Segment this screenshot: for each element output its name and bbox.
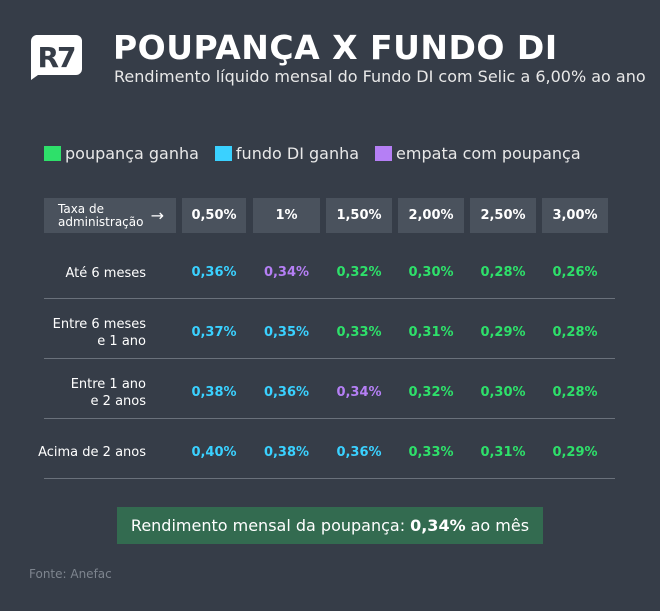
column-header: 1% <box>253 198 320 233</box>
legend-item: empata com poupança <box>375 144 581 163</box>
table-cell: 0,36% <box>263 385 310 400</box>
table-cell: 0,38% <box>263 445 310 460</box>
table-cell: 0,29% <box>552 445 598 460</box>
table-cell: 0,30% <box>480 385 526 400</box>
table-cell: 0,32% <box>336 265 382 280</box>
svg-text:R7: R7 <box>37 41 75 74</box>
row-divider <box>44 358 615 359</box>
arrow-right-icon: → <box>150 206 164 225</box>
legend-item: fundo DI ganha <box>214 144 359 163</box>
table-cell: 0,31% <box>480 445 526 460</box>
table-cell: 0,31% <box>408 325 454 340</box>
table-cell: 0,30% <box>408 265 454 280</box>
row-divider <box>44 418 615 419</box>
swatch-poupanca <box>44 146 61 161</box>
table-cell: 0,28% <box>552 385 598 400</box>
table-cell: 0,26% <box>552 265 598 280</box>
table-cell: 0,40% <box>191 445 237 460</box>
legend: poupança ganha fundo DI ganha empata com… <box>44 144 581 163</box>
row-label: Até 6 meses <box>65 266 146 281</box>
table-cell: 0,33% <box>336 325 382 340</box>
row-divider <box>44 478 615 479</box>
row-label: Acima de 2 anos <box>38 445 146 460</box>
table-cell: 0,29% <box>480 325 526 340</box>
swatch-fundo <box>214 146 232 161</box>
table-cell: 0,36% <box>336 445 382 460</box>
table-cell: 0,32% <box>408 385 454 400</box>
table-cell: 0,34% <box>263 265 310 280</box>
column-header: 2,00% <box>398 198 464 233</box>
row-label: Entre 1 ano e 2 anos <box>70 377 146 409</box>
subtitle: Rendimento líquido mensal do Fundo DI co… <box>114 67 646 86</box>
table-cell: 0,33% <box>408 445 454 460</box>
swatch-empata <box>375 146 393 161</box>
column-header: 3,00% <box>542 198 608 233</box>
row-divider <box>44 298 615 299</box>
table-cell: 0,36% <box>191 265 237 280</box>
banner: Rendimento mensal da poupança: 0,34% ao … <box>117 507 543 544</box>
r7-logo: R7 <box>30 35 82 80</box>
header-corner: Taxa de administração → <box>44 198 176 233</box>
source: Fonte: Anefac <box>29 567 112 581</box>
column-header: 2,50% <box>470 198 536 233</box>
column-header: 0,50% <box>182 198 246 233</box>
page-title: POUPANÇA X FUNDO DI <box>113 28 558 67</box>
column-header: 1,50% <box>326 198 392 233</box>
row-label: Entre 6 meses e 1 ano <box>52 317 146 349</box>
table-cell: 0,34% <box>336 385 382 400</box>
legend-item: poupança ganha <box>44 144 199 163</box>
table-cell: 0,38% <box>191 385 237 400</box>
table-cell: 0,28% <box>552 325 598 340</box>
table-cell: 0,28% <box>480 265 526 280</box>
table-cell: 0,37% <box>191 325 237 340</box>
table-cell: 0,35% <box>263 325 310 340</box>
